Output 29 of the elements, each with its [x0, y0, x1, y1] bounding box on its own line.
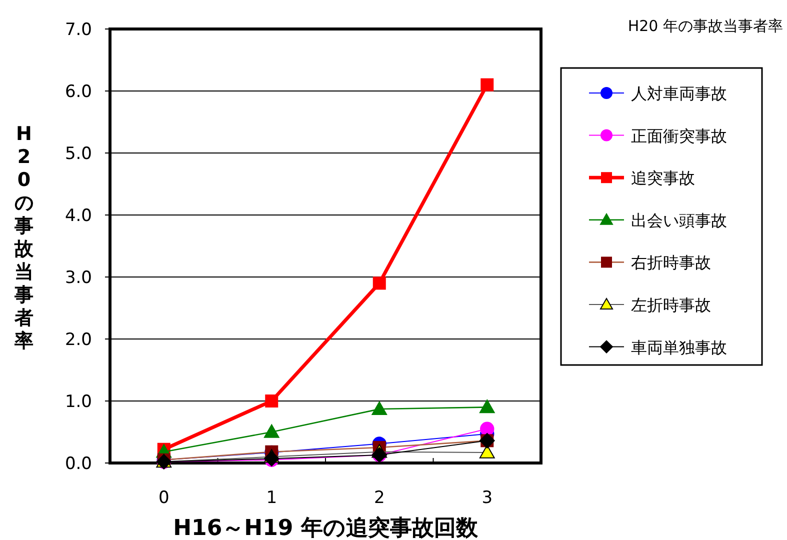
x-tick-label: 0 — [158, 488, 170, 508]
legend-label: 車両単独事故 — [631, 338, 727, 357]
y-tick-label: 4.0 — [64, 206, 92, 226]
legend-label: 出会い頭事故 — [631, 210, 727, 230]
y-tick-label: 6.0 — [64, 82, 92, 102]
point — [479, 400, 495, 414]
y-tick-label: 1.0 — [64, 392, 92, 412]
y-tick-label: 0.0 — [64, 454, 92, 474]
legend-label: 追突事故 — [631, 168, 695, 188]
x-tick-label: 3 — [482, 488, 493, 508]
y-tick-label: 3.0 — [64, 268, 92, 288]
y-tick-label: 2.0 — [64, 330, 92, 350]
x-axis-title: H16～H19 年の追突事故回数 — [173, 515, 479, 540]
point — [372, 276, 386, 290]
y-tick-label: 7.0 — [64, 20, 92, 40]
point — [480, 78, 494, 92]
x-tick-label: 2 — [374, 488, 385, 508]
legend-title: H20 年の事故当事者率 — [628, 17, 783, 35]
point — [480, 422, 494, 436]
legend-label: 人対車両事故 — [631, 84, 727, 103]
x-tick-label: 1 — [266, 488, 278, 508]
point — [264, 424, 280, 438]
legend-label: 正面衝突事故 — [631, 126, 727, 146]
legend-label: 左折時事故 — [631, 296, 711, 314]
legend-label: 右折時事故 — [631, 253, 711, 272]
point — [265, 394, 278, 408]
y-tick-label: 5.0 — [64, 144, 92, 164]
point — [372, 401, 388, 415]
text: H20の事故当事者率 — [14, 123, 34, 352]
